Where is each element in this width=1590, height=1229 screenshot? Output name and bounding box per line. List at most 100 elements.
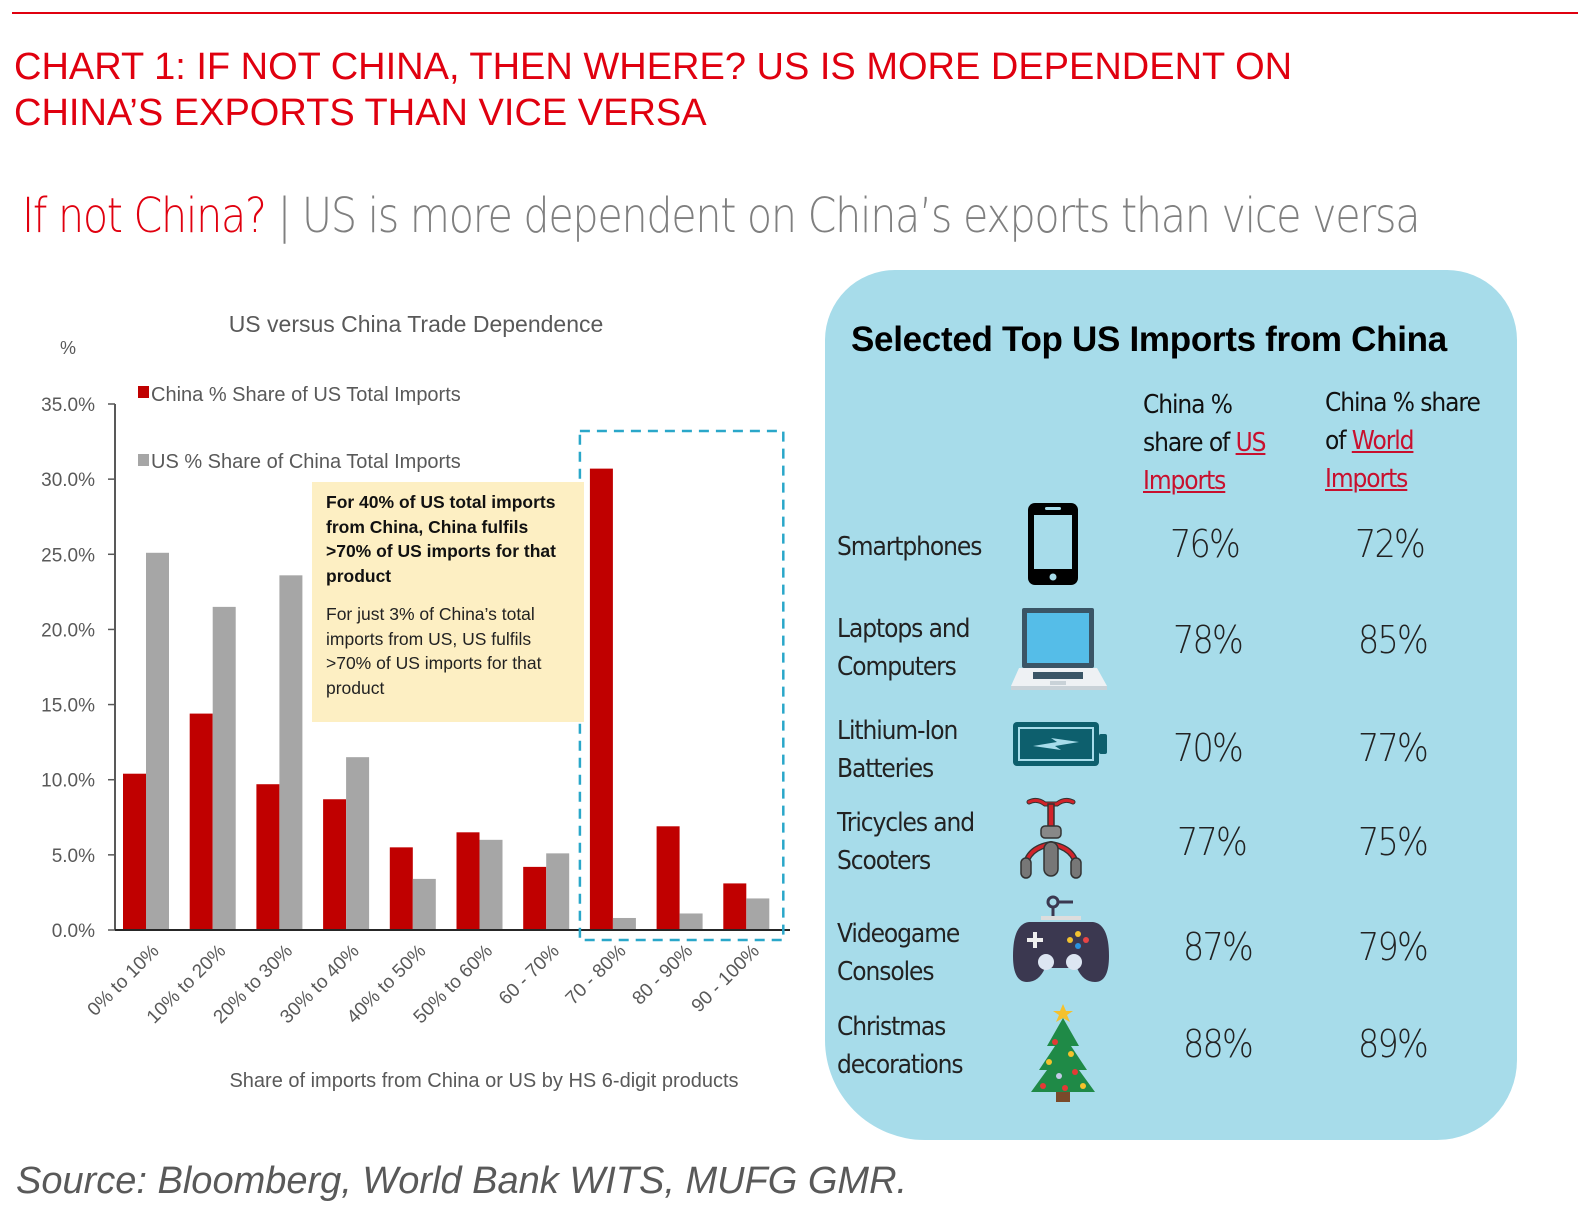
- column-header-us-link: US: [1235, 428, 1267, 458]
- y-tick-label: 5.0%: [52, 846, 95, 867]
- legend-label-china: China % Share of US Total Imports: [151, 384, 461, 406]
- bar-us-share-china: [212, 606, 236, 930]
- bar-china-share-us: [589, 468, 613, 930]
- column-header-world-link: World: [1351, 426, 1415, 456]
- value-world-batteries: 77%: [1358, 726, 1429, 770]
- annotation-box: For 40% of US total imports from China, …: [312, 482, 584, 722]
- y-axis-unit-label: %: [60, 338, 76, 358]
- battery-icon: [1013, 722, 1107, 766]
- bar-china-share-us: [389, 847, 413, 930]
- x-axis: 0% to 10%10% to 20%20% to 30%30% to 40%4…: [84, 941, 764, 1028]
- slide-title-gray: US is more dependent on China’s exports …: [301, 188, 1421, 244]
- y-tick-label: 10.0%: [41, 771, 95, 792]
- value-world-christmas-decorations: 89%: [1358, 1022, 1429, 1066]
- game-controller-icon: [1013, 895, 1109, 982]
- row-label-line-2: Consoles: [837, 957, 935, 987]
- x-axis-label: Share of imports from China or US by HS …: [229, 1070, 738, 1092]
- column-header-us-line-2: share of US: [1143, 424, 1267, 462]
- bar-us-share-china: [679, 913, 703, 930]
- row-label-videogame-consoles: Videogame Consoles: [837, 915, 960, 991]
- laptop-icon: [1011, 608, 1107, 690]
- trade-dependence-bar-chart: US versus China Trade Dependence % China…: [41, 311, 790, 1092]
- top-rule: [12, 12, 1578, 14]
- y-tick-label: 15.0%: [41, 696, 95, 717]
- slide-title-red: If not China?: [22, 188, 267, 244]
- value-us-tricycles: 77%: [1177, 820, 1248, 864]
- row-label-line-1: Lithium-Ion: [837, 716, 958, 746]
- value-us-christmas-decorations: 88%: [1183, 1022, 1254, 1066]
- x-tick-label: 80 - 90%: [629, 941, 698, 1010]
- bar-china-share-us: [456, 832, 480, 930]
- column-header-world-line-2: of World: [1325, 422, 1480, 460]
- row-label-line-2: Batteries: [837, 754, 934, 784]
- row-label-line-1: Tricycles and: [837, 808, 975, 838]
- value-world-laptops: 85%: [1358, 618, 1429, 662]
- column-header-us-imports: China % share of US Imports: [1143, 386, 1267, 500]
- bar-us-share-china: [479, 839, 503, 930]
- bar-us-share-china: [146, 552, 169, 930]
- bar-china-share-us: [256, 784, 280, 930]
- value-us-smartphones: 76%: [1170, 522, 1241, 566]
- legend-swatch-china: [138, 386, 149, 398]
- y-tick-label: 25.0%: [41, 545, 95, 566]
- column-header-world-link-2: Imports: [1325, 464, 1408, 494]
- bar-china-share-us: [723, 883, 747, 930]
- slide-title-divider: |: [277, 188, 291, 244]
- legend-label-us: US % Share of China Total Imports: [151, 451, 461, 473]
- row-label-smartphones: Smartphones: [837, 528, 982, 566]
- bar-china-share-us: [123, 773, 146, 930]
- column-header-world-text: of: [1325, 426, 1346, 456]
- chart-heading-line-2: CHINA’S EXPORTS THAN VICE VERSA: [14, 92, 707, 134]
- chart-heading-line-1: CHART 1: IF NOT CHINA, THEN WHERE? US IS…: [14, 46, 1293, 88]
- column-header-world-imports: China % share of World Imports: [1325, 384, 1481, 498]
- legend: China % Share of US Total Imports US % S…: [138, 384, 461, 473]
- bar-us-share-china: [746, 898, 770, 930]
- value-us-batteries: 70%: [1173, 726, 1244, 770]
- chart-heading: CHART 1: IF NOT CHINA, THEN WHERE? US IS…: [14, 44, 1292, 136]
- y-tick-label: 35.0%: [41, 395, 95, 416]
- row-label-christmas-decorations: Christmas decorations: [837, 1008, 964, 1084]
- chart-title: US versus China Trade Dependence: [229, 311, 604, 337]
- value-world-tricycles: 75%: [1358, 820, 1429, 864]
- x-tick-label: 90 - 100%: [688, 941, 764, 1017]
- christmas-tree-icon: [1031, 1004, 1095, 1102]
- slide-title: If not China? | US is more dependent on …: [22, 188, 1421, 244]
- row-label-line-1: Videogame: [837, 919, 960, 949]
- bar-china-share-us: [189, 713, 213, 930]
- column-header-world-line-1: China % share: [1325, 388, 1481, 418]
- column-header-us-text: share of: [1143, 428, 1230, 458]
- row-label-line-1: Smartphones: [837, 532, 982, 562]
- value-us-laptops: 78%: [1173, 618, 1244, 662]
- legend-swatch-us: [138, 454, 149, 466]
- row-label-laptops: Laptops and Computers: [837, 610, 970, 686]
- row-label-line-1: Christmas: [837, 1012, 946, 1042]
- panel-title: Selected Top US Imports from China: [851, 320, 1447, 359]
- value-world-videogame-consoles: 79%: [1358, 925, 1429, 969]
- y-axis: 0.0% 5.0% 10.0% 15.0% 20.0% 25.0% 30.0% 35.0%: [41, 395, 116, 942]
- annotation-normal-text: For just 3% of China’s total imports fro…: [326, 604, 542, 698]
- bar-us-share-china: [612, 917, 636, 930]
- bar-us-share-china: [346, 757, 370, 930]
- y-tick-label: 30.0%: [41, 470, 95, 491]
- row-label-line-1: Laptops and: [837, 614, 970, 644]
- source-note: Source: Bloomberg, World Bank WITS, MUFG…: [16, 1160, 908, 1202]
- y-tick-label: 0.0%: [52, 921, 95, 942]
- row-label-tricycles: Tricycles and Scooters: [837, 804, 975, 880]
- x-tick-label: 70 - 80%: [562, 941, 631, 1010]
- bar-us-share-china: [546, 853, 570, 930]
- x-tick-label: 60 - 70%: [495, 941, 564, 1010]
- tricycle-icon: [1020, 797, 1082, 879]
- value-us-videogame-consoles: 87%: [1183, 925, 1254, 969]
- row-label-line-2: Computers: [837, 652, 957, 682]
- bar-china-share-us: [656, 826, 680, 930]
- bar-china-share-us: [323, 799, 347, 930]
- top-imports-panel: Selected Top US Imports from China China…: [825, 270, 1517, 1140]
- smartphone-icon: [1028, 503, 1078, 585]
- y-tick-label: 20.0%: [41, 620, 95, 641]
- row-label-line-2: decorations: [837, 1050, 964, 1080]
- value-world-smartphones: 72%: [1355, 522, 1426, 566]
- row-label-line-2: Scooters: [837, 846, 931, 876]
- row-label-batteries: Lithium-Ion Batteries: [837, 712, 958, 788]
- annotation-bold-text: For 40% of US total imports from China, …: [326, 492, 556, 586]
- column-header-us-line-1: China %: [1143, 390, 1233, 420]
